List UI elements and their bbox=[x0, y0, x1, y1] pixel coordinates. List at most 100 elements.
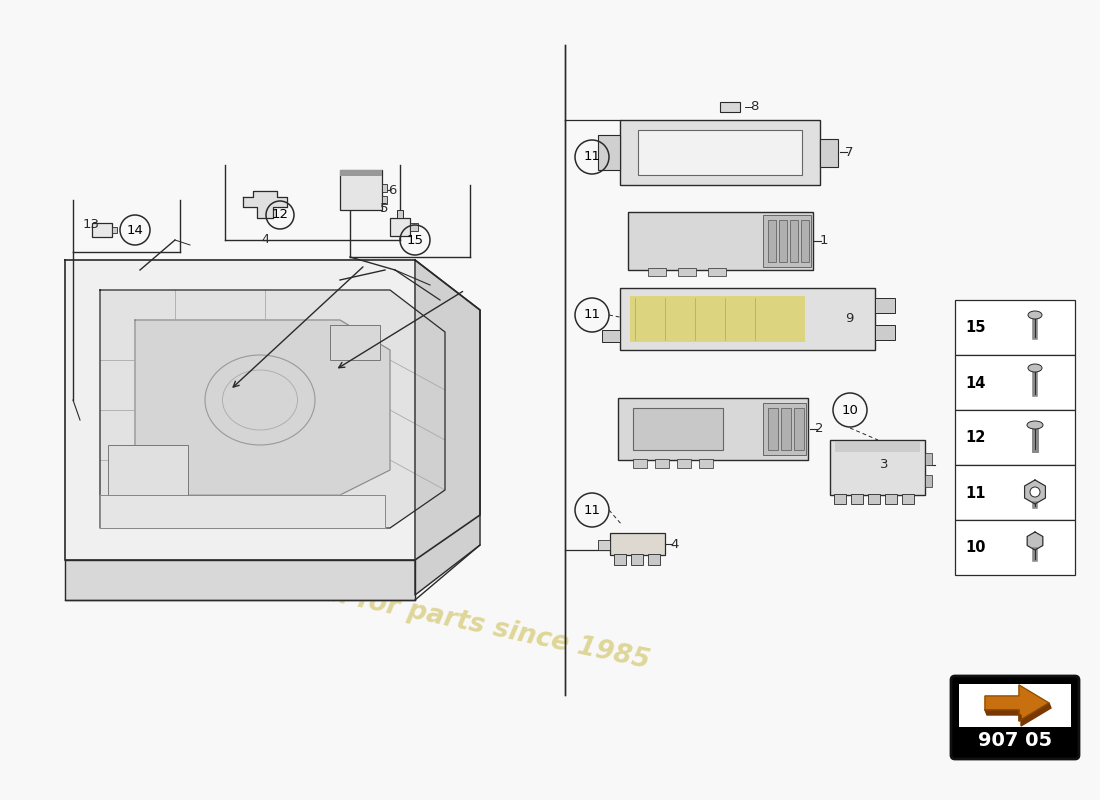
Text: 8: 8 bbox=[750, 101, 758, 114]
Bar bbox=[598, 540, 611, 550]
Circle shape bbox=[1030, 487, 1040, 497]
Bar bbox=[763, 215, 811, 267]
Bar bbox=[820, 139, 838, 167]
Bar bbox=[630, 296, 805, 342]
Text: 12: 12 bbox=[965, 430, 986, 446]
Bar bbox=[676, 459, 691, 468]
Bar bbox=[925, 475, 932, 487]
Text: 11: 11 bbox=[965, 486, 986, 501]
Text: 11: 11 bbox=[583, 150, 601, 163]
Bar bbox=[955, 410, 1075, 465]
Bar bbox=[851, 494, 864, 504]
Polygon shape bbox=[100, 495, 385, 528]
Text: 12: 12 bbox=[272, 209, 288, 222]
Ellipse shape bbox=[1028, 311, 1042, 319]
Bar bbox=[720, 102, 740, 112]
Text: 7: 7 bbox=[845, 146, 854, 158]
Polygon shape bbox=[1027, 532, 1043, 550]
Bar bbox=[955, 300, 1075, 355]
Text: a passion for parts since 1985: a passion for parts since 1985 bbox=[208, 556, 652, 674]
Bar bbox=[955, 520, 1075, 575]
Text: 14: 14 bbox=[126, 223, 143, 237]
Text: 3: 3 bbox=[880, 458, 889, 471]
Bar bbox=[874, 325, 895, 340]
Text: 4: 4 bbox=[670, 538, 679, 550]
Bar bbox=[648, 554, 660, 565]
Polygon shape bbox=[984, 685, 1049, 721]
Bar bbox=[340, 170, 382, 210]
Polygon shape bbox=[100, 290, 446, 528]
Bar bbox=[598, 135, 620, 170]
Bar bbox=[618, 398, 808, 460]
Bar bbox=[330, 325, 380, 360]
Bar bbox=[830, 440, 925, 495]
Text: 15: 15 bbox=[965, 321, 986, 335]
Text: 13: 13 bbox=[82, 218, 100, 230]
Text: 14: 14 bbox=[965, 375, 986, 390]
Bar bbox=[390, 218, 410, 236]
Bar bbox=[620, 288, 875, 350]
Bar bbox=[708, 268, 726, 276]
Bar bbox=[410, 223, 418, 231]
Bar bbox=[955, 465, 1075, 520]
Ellipse shape bbox=[1027, 421, 1043, 429]
Bar bbox=[925, 453, 932, 465]
Text: 907 05: 907 05 bbox=[978, 730, 1052, 750]
Text: 9: 9 bbox=[845, 313, 854, 326]
Text: 10: 10 bbox=[842, 403, 858, 417]
Polygon shape bbox=[415, 260, 480, 595]
Bar bbox=[835, 442, 920, 452]
Text: 11: 11 bbox=[583, 309, 601, 322]
Text: 1: 1 bbox=[820, 234, 828, 247]
Text: 10: 10 bbox=[965, 541, 986, 555]
Bar bbox=[397, 210, 403, 218]
Bar bbox=[631, 554, 644, 565]
Bar bbox=[628, 212, 813, 270]
Bar bbox=[654, 459, 669, 468]
Bar bbox=[632, 408, 723, 450]
Polygon shape bbox=[984, 703, 1050, 726]
Bar bbox=[610, 533, 665, 555]
Bar bbox=[781, 408, 791, 450]
Polygon shape bbox=[135, 320, 390, 495]
Bar bbox=[763, 403, 806, 455]
Polygon shape bbox=[243, 191, 287, 218]
Bar bbox=[638, 130, 802, 175]
Bar bbox=[902, 494, 914, 504]
Bar bbox=[620, 120, 820, 185]
Bar bbox=[959, 684, 1071, 727]
Bar bbox=[874, 298, 895, 313]
Bar bbox=[790, 220, 798, 262]
Text: 6: 6 bbox=[388, 183, 396, 197]
Text: 15: 15 bbox=[407, 234, 424, 246]
Bar bbox=[108, 445, 188, 495]
Bar bbox=[648, 268, 666, 276]
Polygon shape bbox=[65, 560, 415, 600]
Bar bbox=[886, 494, 896, 504]
Bar bbox=[382, 196, 387, 204]
Bar bbox=[955, 355, 1075, 410]
Bar bbox=[698, 459, 713, 468]
Bar bbox=[868, 494, 880, 504]
Bar bbox=[779, 220, 786, 262]
Text: 4: 4 bbox=[261, 233, 268, 246]
Text: 2: 2 bbox=[815, 422, 824, 435]
Bar bbox=[768, 220, 776, 262]
Bar bbox=[614, 554, 626, 565]
Bar bbox=[382, 184, 387, 192]
Text: 5: 5 bbox=[379, 202, 388, 214]
FancyBboxPatch shape bbox=[952, 676, 1079, 759]
Bar bbox=[112, 227, 117, 233]
Ellipse shape bbox=[1028, 364, 1042, 372]
Bar bbox=[92, 223, 112, 237]
Bar bbox=[340, 170, 382, 176]
Bar bbox=[678, 268, 696, 276]
Bar bbox=[801, 220, 808, 262]
Bar bbox=[794, 408, 804, 450]
Bar bbox=[602, 330, 620, 342]
Polygon shape bbox=[65, 260, 480, 560]
Bar bbox=[632, 459, 647, 468]
Polygon shape bbox=[1024, 480, 1045, 504]
Bar bbox=[768, 408, 778, 450]
Bar bbox=[834, 494, 846, 504]
